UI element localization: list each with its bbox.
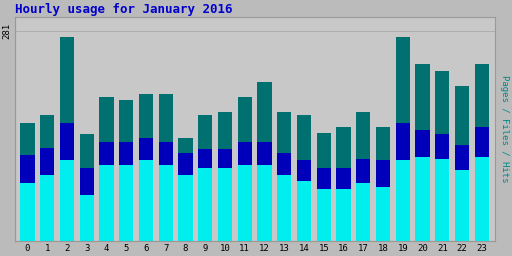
Bar (297, 161, 311, 241)
Bar (297, 115, 311, 241)
Bar (277, 153, 291, 241)
Bar (238, 142, 252, 241)
Bar (376, 161, 390, 241)
Bar (198, 168, 212, 241)
Bar (277, 112, 291, 241)
Bar (159, 142, 173, 241)
Bar (455, 86, 469, 241)
Bar (60, 37, 74, 241)
Bar (218, 112, 232, 241)
Bar (435, 134, 450, 241)
Bar (198, 115, 212, 241)
Bar (258, 82, 271, 241)
Bar (238, 165, 252, 241)
Bar (20, 183, 34, 241)
Bar (40, 115, 54, 241)
Bar (475, 157, 489, 241)
Bar (475, 127, 489, 241)
Bar (20, 123, 34, 241)
Bar (258, 165, 271, 241)
Bar (336, 189, 351, 241)
Bar (455, 170, 469, 241)
Bar (79, 134, 94, 241)
Bar (297, 182, 311, 241)
Bar (475, 63, 489, 241)
Bar (159, 165, 173, 241)
Bar (178, 153, 193, 241)
Bar (139, 161, 153, 241)
Bar (99, 142, 114, 241)
Bar (336, 127, 351, 241)
Bar (238, 97, 252, 241)
Bar (396, 123, 410, 241)
Bar (40, 175, 54, 241)
Bar (178, 138, 193, 241)
Bar (415, 130, 430, 241)
Bar (119, 165, 133, 241)
Bar (139, 138, 153, 241)
Bar (258, 142, 271, 241)
Bar (159, 94, 173, 241)
Bar (40, 148, 54, 241)
Bar (396, 37, 410, 241)
Bar (356, 183, 370, 241)
Bar (435, 71, 450, 241)
Bar (316, 133, 331, 241)
Bar (178, 175, 193, 241)
Y-axis label: Pages / Files / Hits: Pages / Files / Hits (500, 76, 509, 183)
Bar (376, 127, 390, 241)
Bar (119, 100, 133, 241)
Bar (277, 175, 291, 241)
Bar (356, 112, 370, 241)
Bar (218, 149, 232, 241)
Bar (415, 63, 430, 241)
Bar (455, 145, 469, 241)
Bar (336, 168, 351, 241)
Bar (60, 161, 74, 241)
Bar (218, 168, 232, 241)
Bar (316, 189, 331, 241)
Bar (79, 168, 94, 241)
Bar (60, 123, 74, 241)
Text: Hourly usage for January 2016: Hourly usage for January 2016 (14, 3, 232, 16)
Bar (316, 168, 331, 241)
Bar (79, 195, 94, 241)
Bar (139, 94, 153, 241)
Bar (99, 97, 114, 241)
Bar (415, 157, 430, 241)
Bar (198, 149, 212, 241)
Bar (376, 187, 390, 241)
Bar (435, 159, 450, 241)
Bar (20, 155, 34, 241)
Bar (356, 159, 370, 241)
Bar (99, 165, 114, 241)
Bar (396, 161, 410, 241)
Bar (119, 142, 133, 241)
